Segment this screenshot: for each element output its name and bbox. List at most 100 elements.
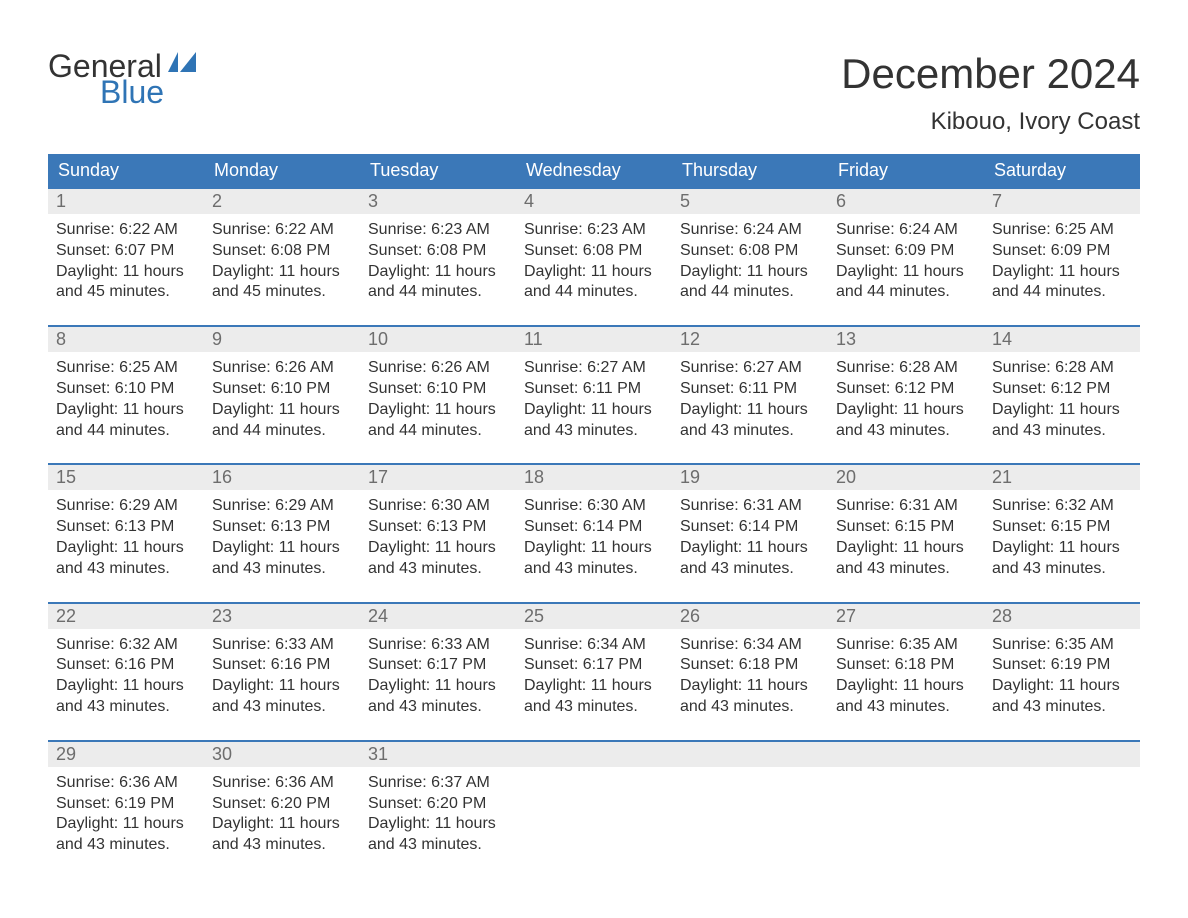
sunrise-text: Sunrise: 6:32 AM [56,635,196,656]
sunset-text: Sunset: 6:12 PM [836,379,976,400]
daylight-text-1: Daylight: 11 hours [680,676,820,697]
day-cell: Sunrise: 6:33 AMSunset: 6:16 PMDaylight:… [204,629,360,724]
daylight-text-2: and 45 minutes. [212,282,352,303]
day-cell: Sunrise: 6:36 AMSunset: 6:19 PMDaylight:… [48,767,204,862]
daylight-text-1: Daylight: 11 hours [56,814,196,835]
sunset-text: Sunset: 6:08 PM [524,241,664,262]
weekday-saturday: Saturday [984,154,1140,187]
day-number: 14 [984,327,1140,352]
logo-flag-icon [168,52,196,76]
sunrise-text: Sunrise: 6:35 AM [992,635,1132,656]
sunset-text: Sunset: 6:10 PM [56,379,196,400]
daylight-text-1: Daylight: 11 hours [836,538,976,559]
day-number: 4 [516,189,672,214]
daylight-text-1: Daylight: 11 hours [212,814,352,835]
sunset-text: Sunset: 6:19 PM [56,794,196,815]
daylight-text-1: Daylight: 11 hours [680,538,820,559]
day-cell: Sunrise: 6:33 AMSunset: 6:17 PMDaylight:… [360,629,516,724]
day-number: 31 [360,742,516,767]
day-number: 7 [984,189,1140,214]
day-cell: Sunrise: 6:34 AMSunset: 6:18 PMDaylight:… [672,629,828,724]
sunrise-text: Sunrise: 6:29 AM [56,496,196,517]
sunset-text: Sunset: 6:10 PM [368,379,508,400]
daylight-text-1: Daylight: 11 hours [680,262,820,283]
sunrise-text: Sunrise: 6:29 AM [212,496,352,517]
day-number: 1 [48,189,204,214]
daylight-text-1: Daylight: 11 hours [524,676,664,697]
sunrise-text: Sunrise: 6:25 AM [56,358,196,379]
weekday-header-row: SundayMondayTuesdayWednesdayThursdayFrid… [48,154,1140,187]
day-cell: Sunrise: 6:24 AMSunset: 6:09 PMDaylight:… [828,214,984,309]
daylight-text-2: and 43 minutes. [992,421,1132,442]
daylight-text-2: and 43 minutes. [524,421,664,442]
day-number [828,742,984,767]
day-number: 18 [516,465,672,490]
day-number: 23 [204,604,360,629]
sunset-text: Sunset: 6:07 PM [56,241,196,262]
sunset-text: Sunset: 6:20 PM [212,794,352,815]
day-cell: Sunrise: 6:35 AMSunset: 6:19 PMDaylight:… [984,629,1140,724]
daylight-text-2: and 43 minutes. [212,835,352,856]
sunset-text: Sunset: 6:13 PM [368,517,508,538]
title-block: December 2024 Kibouo, Ivory Coast [841,50,1140,136]
day-number-row: 293031 [48,742,1140,767]
sunrise-text: Sunrise: 6:28 AM [992,358,1132,379]
daylight-text-1: Daylight: 11 hours [368,676,508,697]
day-number: 19 [672,465,828,490]
sunset-text: Sunset: 6:08 PM [212,241,352,262]
day-cell: Sunrise: 6:24 AMSunset: 6:08 PMDaylight:… [672,214,828,309]
daylight-text-2: and 43 minutes. [836,559,976,580]
day-cell: Sunrise: 6:29 AMSunset: 6:13 PMDaylight:… [204,490,360,585]
sunrise-text: Sunrise: 6:31 AM [836,496,976,517]
day-cell [828,767,984,862]
daylight-text-2: and 43 minutes. [836,421,976,442]
sunrise-text: Sunrise: 6:35 AM [836,635,976,656]
day-cell: Sunrise: 6:36 AMSunset: 6:20 PMDaylight:… [204,767,360,862]
daylight-text-1: Daylight: 11 hours [992,676,1132,697]
day-number: 26 [672,604,828,629]
week-row: 891011121314Sunrise: 6:25 AMSunset: 6:10… [48,325,1140,447]
daylight-text-2: and 43 minutes. [56,835,196,856]
week-row: 1234567Sunrise: 6:22 AMSunset: 6:07 PMDa… [48,187,1140,309]
day-cell: Sunrise: 6:32 AMSunset: 6:15 PMDaylight:… [984,490,1140,585]
sunrise-text: Sunrise: 6:26 AM [368,358,508,379]
day-number: 13 [828,327,984,352]
daylight-text-1: Daylight: 11 hours [836,676,976,697]
day-number: 3 [360,189,516,214]
sunset-text: Sunset: 6:13 PM [212,517,352,538]
week-row: 15161718192021Sunrise: 6:29 AMSunset: 6:… [48,463,1140,585]
daylight-text-2: and 44 minutes. [368,282,508,303]
day-number: 20 [828,465,984,490]
day-number-row: 1234567 [48,189,1140,214]
day-cell: Sunrise: 6:25 AMSunset: 6:10 PMDaylight:… [48,352,204,447]
day-cell: Sunrise: 6:31 AMSunset: 6:14 PMDaylight:… [672,490,828,585]
daylight-text-2: and 43 minutes. [680,697,820,718]
daylight-text-2: and 44 minutes. [836,282,976,303]
daylight-text-1: Daylight: 11 hours [368,814,508,835]
daylight-text-1: Daylight: 11 hours [992,262,1132,283]
day-cell: Sunrise: 6:22 AMSunset: 6:08 PMDaylight:… [204,214,360,309]
weekday-sunday: Sunday [48,154,204,187]
daylight-text-2: and 43 minutes. [368,559,508,580]
daylight-text-1: Daylight: 11 hours [56,262,196,283]
sunrise-text: Sunrise: 6:24 AM [680,220,820,241]
day-cell: Sunrise: 6:29 AMSunset: 6:13 PMDaylight:… [48,490,204,585]
sunset-text: Sunset: 6:16 PM [56,655,196,676]
daylight-text-2: and 43 minutes. [368,835,508,856]
daylight-text-1: Daylight: 11 hours [368,262,508,283]
sunset-text: Sunset: 6:14 PM [680,517,820,538]
daylight-text-2: and 44 minutes. [368,421,508,442]
sunrise-text: Sunrise: 6:37 AM [368,773,508,794]
day-number [516,742,672,767]
day-cell: Sunrise: 6:31 AMSunset: 6:15 PMDaylight:… [828,490,984,585]
sunrise-text: Sunrise: 6:22 AM [56,220,196,241]
day-number: 30 [204,742,360,767]
day-cell: Sunrise: 6:25 AMSunset: 6:09 PMDaylight:… [984,214,1140,309]
month-title: December 2024 [841,50,1140,98]
sunrise-text: Sunrise: 6:36 AM [56,773,196,794]
week-row: 293031Sunrise: 6:36 AMSunset: 6:19 PMDay… [48,740,1140,862]
day-cell: Sunrise: 6:26 AMSunset: 6:10 PMDaylight:… [204,352,360,447]
day-number: 2 [204,189,360,214]
weekday-tuesday: Tuesday [360,154,516,187]
day-number: 21 [984,465,1140,490]
